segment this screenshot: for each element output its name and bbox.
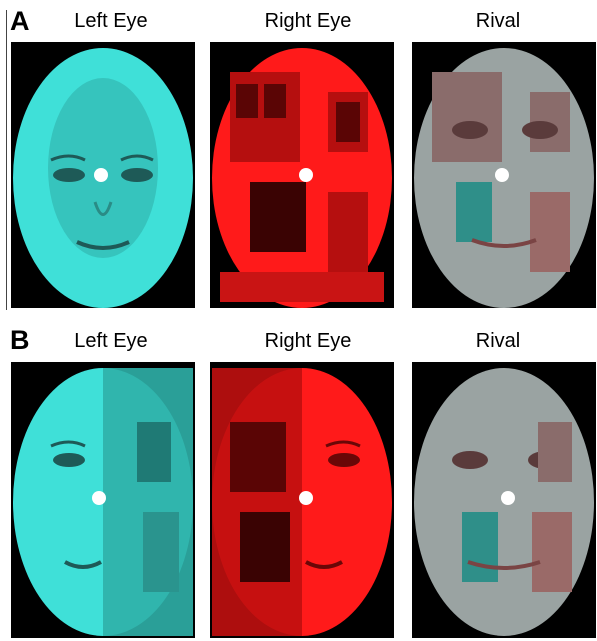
panel-a-rival-label: Rival	[475, 10, 521, 32]
fixation-dot	[495, 168, 509, 182]
panel-a-left-eye-image	[11, 42, 195, 308]
panel-b-right-eye-image	[210, 362, 394, 638]
panel-divider-line	[6, 10, 7, 310]
panel-a-right-eye-image	[210, 42, 394, 308]
fixation-dot	[299, 168, 313, 182]
panel-a-left-eye-label: Left Eye	[74, 10, 148, 32]
fixation-dot	[299, 491, 313, 505]
fixation-dot	[94, 168, 108, 182]
panel-a-letter: A	[10, 6, 30, 36]
panel-b-left-eye-label: Left Eye	[74, 330, 148, 352]
panel-b-rival-image	[412, 362, 596, 638]
fixation-dot	[92, 491, 106, 505]
fixation-dot	[501, 491, 515, 505]
panel-b-left-eye-image	[11, 362, 195, 638]
panel-b-right-eye-label: Right Eye	[264, 330, 352, 352]
panel-a-rival-image	[412, 42, 596, 308]
panel-b-letter: B	[10, 325, 30, 355]
panel-b-rival-label: Rival	[475, 330, 521, 352]
panel-a-right-eye-label: Right Eye	[264, 10, 352, 32]
